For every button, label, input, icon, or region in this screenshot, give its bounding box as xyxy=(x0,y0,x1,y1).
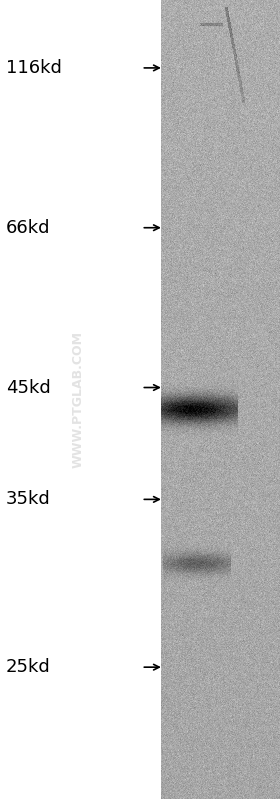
Bar xyxy=(0,0,161,799)
Text: 45kd: 45kd xyxy=(6,379,50,396)
Text: 35kd: 35kd xyxy=(6,491,50,508)
Text: 25kd: 25kd xyxy=(6,658,50,676)
Text: 116kd: 116kd xyxy=(6,59,62,77)
Text: 66kd: 66kd xyxy=(6,219,50,237)
Text: WWW.PTGLAB.COM: WWW.PTGLAB.COM xyxy=(72,331,85,468)
